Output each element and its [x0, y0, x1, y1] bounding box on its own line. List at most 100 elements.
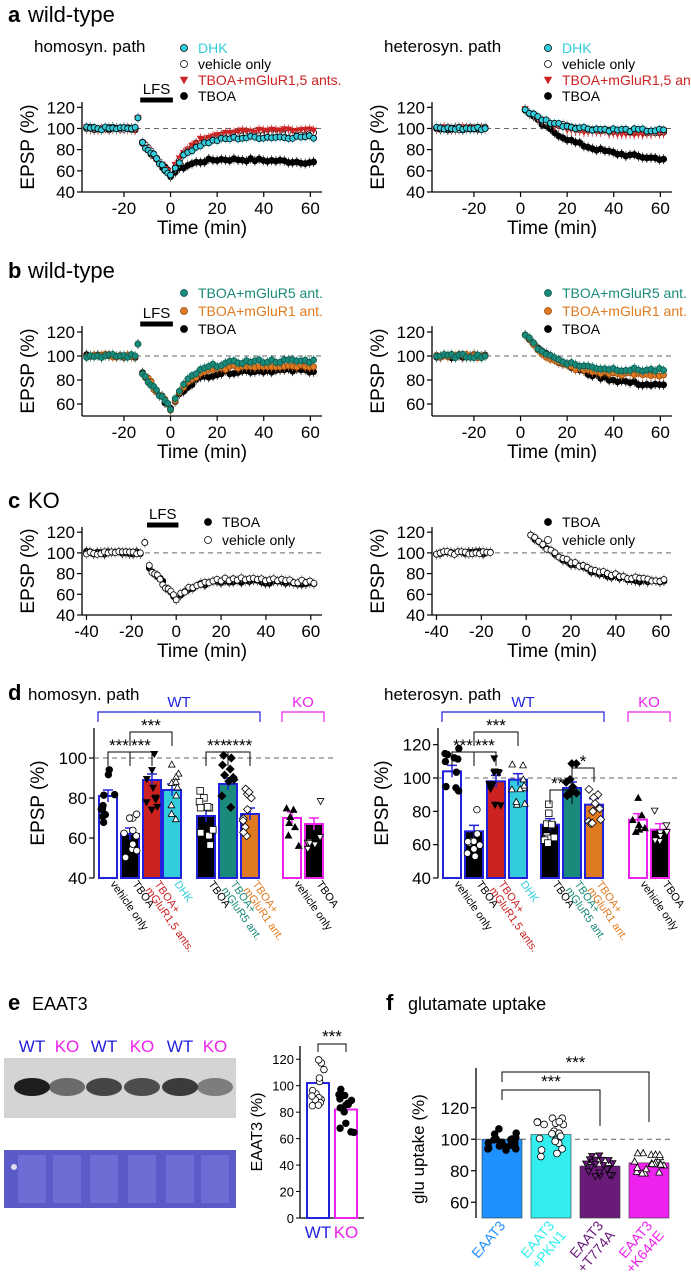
a-left-point-tboa-mglur1-5-ants- — [288, 128, 297, 135]
b-left-legend-label: TBOA+mGluR5 ant. — [198, 285, 323, 301]
c-left-point-vehicle-only — [136, 549, 144, 557]
f-sig-label: *** — [541, 1072, 561, 1091]
b-left-ytick-label: 120 — [47, 323, 75, 342]
a-right-ytick-label: 40 — [406, 183, 425, 202]
b-left-xlabel: Time (min) — [157, 442, 247, 463]
c-right-point-vehicle-only — [660, 576, 668, 583]
d-left-ko-label: KO — [292, 694, 314, 711]
a-left-point-dhk — [188, 147, 196, 155]
c-right-point-vehicle-only — [486, 549, 494, 556]
a-left-legend-label: DHK — [198, 40, 228, 56]
d-right-sig-label: *** — [475, 736, 495, 755]
c-right-ytick-label: 100 — [397, 544, 425, 563]
a-left-point-dhk — [158, 161, 166, 169]
d-left-datapoint — [121, 853, 130, 862]
d-left-datapoint — [217, 791, 227, 801]
c-left-point-vehicle-only — [181, 588, 189, 596]
f-datapoint — [495, 1125, 503, 1133]
b-right-xtick-label: 20 — [558, 423, 577, 442]
f-datapoint — [608, 1160, 617, 1168]
b-left-legend-label: TBOA — [198, 321, 237, 337]
f-datapoint — [502, 1146, 510, 1154]
d-right-datapoint — [562, 791, 572, 801]
f-ytick-label: 80 — [450, 1162, 469, 1181]
panel-a-letter: a — [8, 2, 21, 27]
f-datapoint — [537, 1146, 546, 1154]
c-right-ytick-label: 80 — [406, 565, 425, 584]
blot-band — [124, 1078, 160, 1096]
loading-lane — [53, 1155, 81, 1203]
d-left-sig-label: *** — [207, 736, 227, 755]
a-right-legend-marker — [544, 44, 552, 52]
d-right-ytick-label: 60 — [412, 836, 431, 855]
panel-c-title: KO — [28, 488, 60, 513]
d-right-datapoint — [587, 818, 597, 828]
e-sig-bracket — [317, 1043, 347, 1052]
b-right-xtick-label: -20 — [462, 423, 487, 442]
d-left-ytick-label: 40 — [68, 869, 87, 888]
d-left-bar-label: TBOA+mGluR1,5 ants. — [143, 879, 206, 955]
panel-b-title: wild-type — [27, 258, 115, 283]
b-right-xtick-label: 40 — [604, 423, 623, 442]
f-bar-label: EAAT3+PKN1 — [516, 1217, 569, 1271]
f-datapoint — [535, 1134, 544, 1143]
a-left-point-tboa-mglur1-5-ants- — [276, 128, 284, 135]
d-left-ylabel: EPSP (%) — [28, 760, 49, 845]
f-datapoint — [605, 1172, 614, 1180]
a-left-legend-label: TBOA — [198, 88, 237, 104]
a-left-ytick-label: 100 — [47, 119, 75, 138]
b-left-legend-label: TBOA+mGluR1 ant. — [198, 303, 323, 319]
loading-lane — [166, 1155, 194, 1203]
a-left-legend-marker — [180, 92, 188, 100]
d-right-ko-label: KO — [638, 694, 660, 711]
f-datapoint — [656, 1160, 665, 1168]
a-left-ylabel: EPSP (%) — [18, 104, 39, 189]
d-right-datapoint — [520, 781, 529, 789]
d-left-datapoint — [150, 795, 159, 803]
a-left-point-dhk — [175, 159, 183, 167]
b-right-legend-label: TBOA+mGluR5 ant. — [562, 285, 687, 301]
e-ytick-label: 40 — [280, 1158, 294, 1173]
f-datapoint — [555, 1117, 564, 1126]
d-right-datapoint — [476, 841, 484, 849]
d-right-datapoint — [452, 784, 460, 792]
d-right-datapoint — [441, 757, 450, 766]
d-left-datapoint — [142, 799, 151, 807]
d-left-datapoint — [171, 777, 180, 785]
d-right-sig-bracket — [473, 731, 519, 746]
blot-lane-label: KO — [55, 1037, 80, 1056]
d-right-ytick-label: 100 — [403, 769, 431, 788]
d-right-ylabel: EPSP (%) — [372, 760, 393, 845]
d-left-datapoint — [150, 751, 159, 759]
a-right-legend-marker — [544, 92, 552, 100]
e-ytick-label: 100 — [272, 1079, 294, 1094]
panel-e-letter: e — [8, 990, 20, 1015]
d-right-datapoint — [628, 815, 637, 823]
f-datapoint — [508, 1135, 516, 1143]
d-left-sig-label: *** — [131, 736, 151, 755]
panel-e-title: EAAT3 — [32, 994, 88, 1014]
d-right-datapoint — [516, 784, 525, 793]
b-left-xtick-label: 20 — [208, 423, 227, 442]
c-right-legend-label: TBOA — [562, 514, 601, 530]
a-left-point-tboa-mglur1-5-ants- — [263, 128, 272, 135]
d-right-sig-bracket — [571, 767, 595, 782]
d-right-datapoint — [508, 760, 517, 768]
d-right-datapoint — [590, 798, 600, 809]
a-right-xtick-label: 20 — [558, 199, 577, 218]
c-right-xtick-label: 0 — [521, 622, 530, 641]
c-right-ytick-label: 40 — [406, 606, 425, 625]
panel-a-right-title: heterosyn. path — [384, 37, 501, 56]
d-left-datapoint — [129, 840, 137, 848]
d-left-sig-label: *** — [109, 736, 129, 755]
d-left-datapoint — [148, 767, 156, 775]
c-left-legend-marker — [204, 536, 212, 544]
d-left-datapoint — [225, 764, 235, 774]
f-datapoint — [587, 1163, 596, 1172]
c-left-ytick-label: 80 — [56, 565, 75, 584]
a-left-legend-label: vehicle only — [198, 56, 271, 72]
e-ytick-label: 120 — [272, 1052, 294, 1067]
d-left-datapoint — [196, 829, 205, 837]
